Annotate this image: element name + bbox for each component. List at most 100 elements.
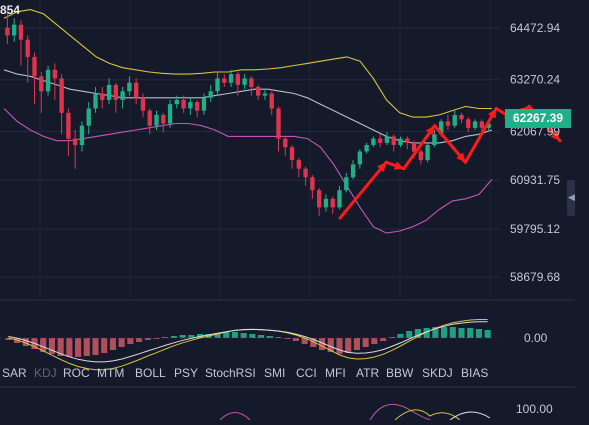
indicator-tab-boll[interactable]: BOLL: [135, 366, 166, 380]
histogram-bar: [83, 338, 90, 356]
histogram-bar: [449, 327, 456, 338]
histogram-bar: [92, 338, 99, 355]
histogram-bar: [144, 338, 151, 340]
candle: [276, 108, 281, 139]
candle: [255, 87, 261, 96]
arrowhead: [487, 108, 497, 119]
indicator-tab-smi[interactable]: SMI: [264, 366, 286, 380]
histogram-bar: [188, 335, 195, 338]
histogram-bar: [345, 338, 352, 353]
oscillator-line-slow: [8, 321, 488, 363]
histogram-bar: [441, 327, 448, 338]
histogram-bar: [179, 335, 186, 338]
indicator-tab-atr[interactable]: ATR: [356, 366, 380, 380]
indicator-tab-sar[interactable]: SAR: [2, 366, 27, 380]
candle: [405, 138, 410, 143]
candle: [45, 69, 51, 92]
histogram-bar: [127, 338, 134, 344]
histogram-bar: [397, 334, 404, 338]
candle: [208, 91, 213, 98]
bollinger-middle-line: [3, 69, 493, 144]
panel-collapse-handle[interactable]: ◀: [567, 180, 575, 216]
candle: [133, 82, 139, 98]
histogram-bar: [170, 336, 177, 338]
candle: [425, 145, 430, 161]
candle: [215, 78, 220, 92]
indicator-tab-skdj[interactable]: SKDJ: [422, 366, 453, 380]
candle: [371, 138, 376, 146]
bottom-line: [369, 403, 441, 422]
candle: [72, 138, 78, 146]
arrowhead: [550, 131, 560, 141]
candle: [466, 119, 471, 128]
candle: [228, 74, 234, 83]
candle: [283, 138, 288, 148]
candle: [350, 164, 356, 178]
candle: [93, 93, 98, 109]
candle: [249, 78, 254, 88]
candle: [377, 138, 383, 143]
candle: [127, 82, 132, 92]
histogram-bar: [327, 338, 334, 352]
indicator-tab-mtm[interactable]: MTM: [97, 366, 125, 380]
candle: [181, 99, 186, 109]
histogram-bar: [467, 328, 474, 338]
indicator-tab-roc[interactable]: ROC: [63, 366, 90, 380]
candle: [459, 114, 464, 120]
candle: [330, 198, 335, 208]
candle: [25, 39, 30, 57]
candle: [452, 114, 457, 126]
bollinger-upper-line: [3, 9, 492, 118]
candle: [100, 93, 105, 100]
histogram-bar: [266, 336, 273, 338]
candle: [167, 104, 173, 124]
histogram-bar: [275, 337, 282, 338]
histogram-bar: [57, 338, 64, 356]
candle: [337, 190, 342, 208]
bottom-line: [449, 411, 491, 421]
oscillator-lines: [8, 319, 488, 371]
candle: [391, 136, 396, 146]
bottom-pane: 100.00: [219, 402, 553, 422]
histogram-bar: [432, 327, 439, 338]
histogram-bar: [423, 328, 430, 338]
indicator-tab-mfi[interactable]: MFI: [325, 366, 346, 380]
histogram-bar: [40, 338, 47, 352]
histogram-bar: [231, 332, 238, 338]
indicator-tab-stochrsi[interactable]: StochRSI: [205, 366, 256, 380]
indicator-tab-cci[interactable]: CCI: [296, 366, 317, 380]
candle: [242, 78, 247, 85]
histogram-bar: [258, 335, 265, 338]
histogram-bar: [48, 338, 55, 354]
histogram-bar: [475, 329, 482, 338]
annotation-segment: [463, 107, 498, 164]
candle: [262, 93, 268, 96]
candle: [39, 76, 44, 92]
candle: [269, 93, 274, 109]
indicator-tab-bias[interactable]: BIAS: [461, 366, 489, 380]
chevron-left-icon: ◀: [568, 192, 575, 202]
histogram-bar: [301, 338, 308, 344]
indicator-tab-kdj[interactable]: KDJ: [34, 366, 57, 380]
candle: [472, 121, 478, 128]
bottom-pane-tick-label: 100.00: [516, 402, 553, 416]
candle: [445, 121, 451, 126]
bollinger-bands: [3, 9, 493, 234]
candle: [479, 121, 485, 128]
candle: [5, 27, 10, 36]
indicator-tab-psy[interactable]: PSY: [174, 366, 199, 380]
candle: [201, 97, 207, 111]
histogram-bar: [240, 333, 247, 338]
candle: [161, 114, 166, 124]
price-tick-label: 59795.12: [510, 222, 560, 236]
candle: [432, 134, 437, 146]
candle: [52, 69, 58, 79]
candle: [59, 78, 64, 113]
candle: [32, 56, 37, 77]
candle: [398, 138, 403, 146]
candle: [194, 102, 200, 111]
indicator-tab-bbw[interactable]: BBW: [386, 366, 414, 380]
candle: [486, 123, 491, 128]
